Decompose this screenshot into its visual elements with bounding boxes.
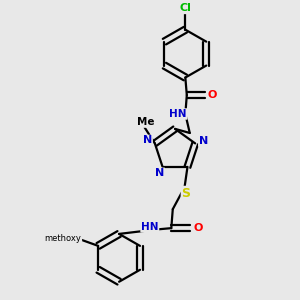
Text: O: O [72, 235, 81, 244]
Text: Me: Me [137, 117, 155, 127]
Text: O: O [193, 223, 203, 233]
Text: HN: HN [141, 222, 158, 232]
Text: N: N [155, 168, 164, 178]
Text: HN: HN [169, 109, 187, 119]
Text: N: N [199, 136, 208, 146]
Text: N: N [143, 136, 152, 146]
Text: S: S [182, 187, 190, 200]
Text: O: O [208, 90, 217, 100]
Text: Cl: Cl [179, 3, 191, 14]
Text: methoxy: methoxy [44, 234, 81, 243]
